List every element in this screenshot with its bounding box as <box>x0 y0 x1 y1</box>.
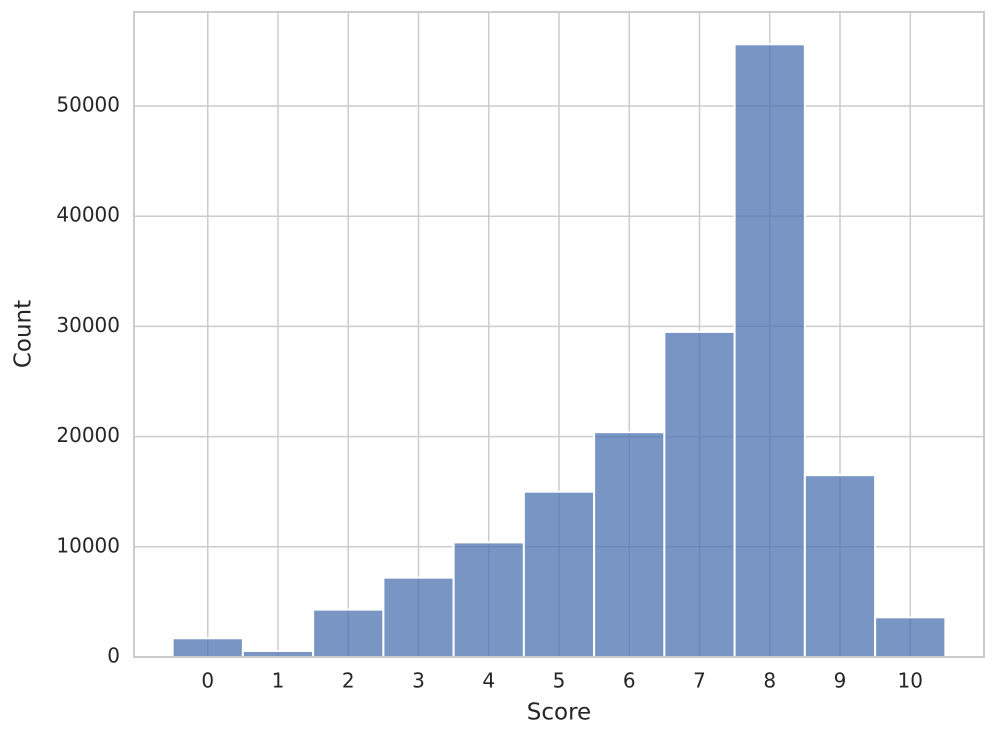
bar <box>382 576 455 658</box>
y-tick-label: 50000 <box>56 93 120 117</box>
bar <box>312 608 385 658</box>
y-tick-label: 10000 <box>56 533 120 557</box>
x-axis-title: Score <box>527 700 591 726</box>
bar <box>874 616 947 659</box>
y-tick-label: 40000 <box>56 203 120 227</box>
x-tick-label: 9 <box>834 669 847 693</box>
bar <box>593 431 666 658</box>
bar <box>171 637 244 658</box>
bar <box>452 541 525 658</box>
x-tick-label: 6 <box>623 669 636 693</box>
plot-frame <box>133 11 985 658</box>
y-tick-label: 20000 <box>56 423 120 447</box>
x-tick-label: 4 <box>482 669 495 693</box>
x-tick-label: 5 <box>553 669 566 693</box>
x-tick-label: 10 <box>898 669 923 693</box>
bar <box>733 43 806 658</box>
y-axis-title: Count <box>11 300 37 368</box>
x-tick-label: 7 <box>693 669 706 693</box>
x-tick-label: 2 <box>342 669 355 693</box>
x-tick-label: 3 <box>412 669 425 693</box>
x-tick-label: 1 <box>272 669 285 693</box>
x-tick-label: 0 <box>201 669 214 693</box>
y-tick-label: 30000 <box>56 313 120 337</box>
bar <box>663 330 736 658</box>
bar <box>803 474 877 658</box>
bar <box>522 490 596 659</box>
x-tick-label: 8 <box>763 669 776 693</box>
y-tick-label: 0 <box>107 644 120 668</box>
